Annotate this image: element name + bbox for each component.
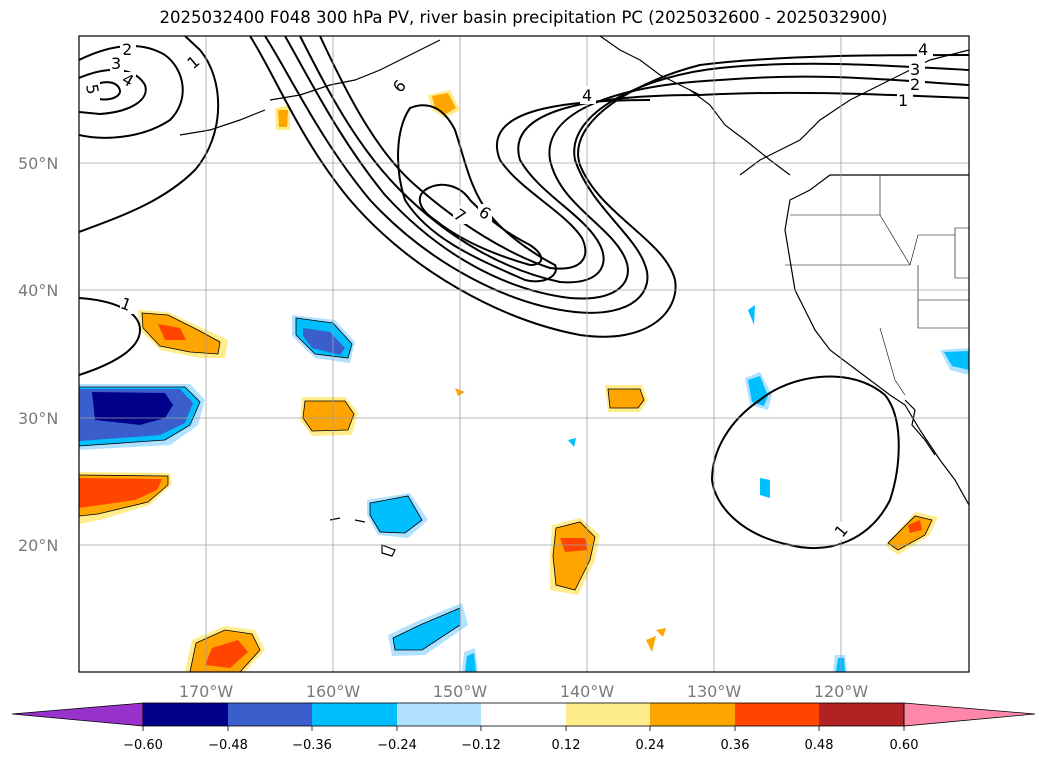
colorbar-segment: [228, 703, 312, 726]
colorbar-tick-label: −0.12: [461, 738, 501, 753]
contour-label: 4: [582, 86, 592, 105]
latitude-labels: 50°N 40°N 30°N 20°N: [18, 154, 58, 555]
state-borders: [785, 175, 969, 396]
map-title: 2025032400 F048 300 hPa PV, river basin …: [159, 8, 888, 27]
contour-label: 5: [82, 83, 102, 96]
colorbar-segment: [819, 703, 904, 726]
lon-label: 170°W: [179, 682, 234, 701]
colorbar-segment: [143, 703, 228, 726]
colorbar-segment: [735, 703, 819, 726]
lon-label: 120°W: [814, 682, 869, 701]
longitude-labels: 170°W 160°W 150°W 140°W 130°W 120°W: [179, 682, 869, 701]
precip-contours: [79, 312, 933, 672]
colorbar-tick-label: 0.36: [721, 738, 750, 753]
colorbar-tick-label: −0.48: [208, 738, 248, 753]
graticule: [79, 36, 969, 672]
colorbar-tick-label: 0.24: [636, 738, 665, 753]
precip-shading: [79, 90, 969, 672]
colorbar-segment: [650, 703, 735, 726]
colorbar: −0.60 −0.48 −0.36 −0.24 −0.12 0.12 0.24 …: [11, 702, 1036, 753]
colorbar-segment: [312, 703, 397, 726]
colorbar-tick-label: −0.36: [292, 738, 332, 753]
map-frame: [78, 35, 970, 673]
contour-label: 3: [910, 60, 920, 79]
map-background: [79, 36, 969, 672]
colorbar-segment: [566, 703, 650, 726]
colorbar-extend-low: [11, 702, 144, 727]
lon-label: 130°W: [687, 682, 742, 701]
lat-label: 50°N: [18, 154, 58, 173]
lat-label: 20°N: [18, 536, 58, 555]
colorbar-tick-label: 0.48: [805, 738, 834, 753]
lat-label: 40°N: [18, 281, 58, 300]
colorbar-tick-label: 0.60: [890, 738, 919, 753]
contour-label: 1: [898, 91, 908, 110]
colorbar-segment: [397, 703, 481, 726]
contour-labels: 2 3 4 5 1 6 4 7 6 4 3 2 1 1: [82, 40, 933, 541]
contour-label: 4: [918, 40, 928, 59]
lon-label: 160°W: [306, 682, 361, 701]
contour-label: 2: [910, 75, 920, 94]
colorbar-tick-label: −0.60: [123, 738, 163, 753]
contour-label: 2: [122, 40, 132, 59]
lat-label: 30°N: [18, 409, 58, 428]
colorbar-extend-high: [903, 702, 1036, 727]
lon-label: 140°W: [560, 682, 615, 701]
colorbar-tick-label: −0.24: [377, 738, 417, 753]
lon-label: 150°W: [433, 682, 488, 701]
contour-label: 3: [111, 54, 121, 73]
colorbar-tick-label: 0.12: [552, 738, 581, 753]
colorbar-segment: [481, 703, 566, 726]
